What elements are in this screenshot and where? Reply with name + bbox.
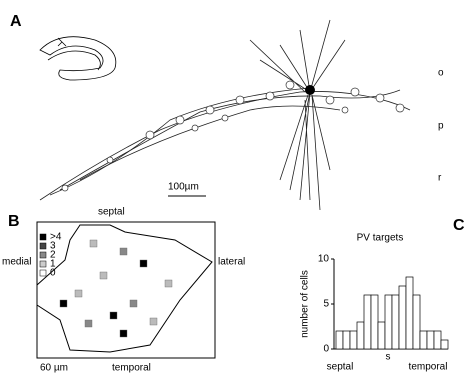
bar <box>440 339 449 350</box>
hippocampus-icon <box>39 36 117 81</box>
bar <box>377 321 386 350</box>
orientation-label: temporal <box>112 363 151 374</box>
layer-label: r <box>438 173 442 184</box>
map-squares <box>59 239 173 338</box>
orientation-label: septal <box>98 207 125 218</box>
y-tick-label: 5 <box>323 299 329 310</box>
legend-label: 2 <box>50 250 56 261</box>
x-annotation: septal <box>327 362 354 373</box>
y-tick-label: 10 <box>318 254 330 265</box>
scale-bar-label: 100µm <box>168 182 199 193</box>
bar <box>405 276 414 350</box>
legend-label: 0 <box>50 268 56 279</box>
neuron-drawing <box>39 19 411 211</box>
bar <box>433 330 442 350</box>
bar <box>370 294 379 350</box>
x-annotation: temporal <box>409 362 448 373</box>
orientation-label: medial <box>2 257 31 268</box>
bar <box>412 294 421 350</box>
bar <box>419 330 428 350</box>
y-axis-label: number of cells <box>300 270 311 338</box>
legend-label: 3 <box>50 241 56 252</box>
scale-bar-label: 60 µm <box>40 363 68 374</box>
chart-title: PV targets <box>357 233 404 244</box>
y-tick-label: 0 <box>323 344 329 355</box>
bar <box>356 321 365 350</box>
map-outline <box>36 224 213 353</box>
bar <box>398 285 407 350</box>
panel-label: B <box>8 213 20 230</box>
legend-label: 1 <box>50 259 56 270</box>
orientation-label: lateral <box>218 257 245 268</box>
legend-label: >4 <box>50 232 62 243</box>
bar <box>342 330 351 350</box>
bar <box>391 294 400 350</box>
panel-label: C <box>453 217 465 234</box>
panel-label: A <box>10 13 22 30</box>
layer-label: o <box>438 68 444 79</box>
bar <box>426 330 435 350</box>
bar <box>349 330 358 350</box>
bar <box>363 294 372 350</box>
layer-label: p <box>438 121 444 132</box>
bar <box>335 330 344 350</box>
map-legend <box>39 233 47 277</box>
bar <box>384 294 393 350</box>
x-annotation: s <box>386 352 391 363</box>
